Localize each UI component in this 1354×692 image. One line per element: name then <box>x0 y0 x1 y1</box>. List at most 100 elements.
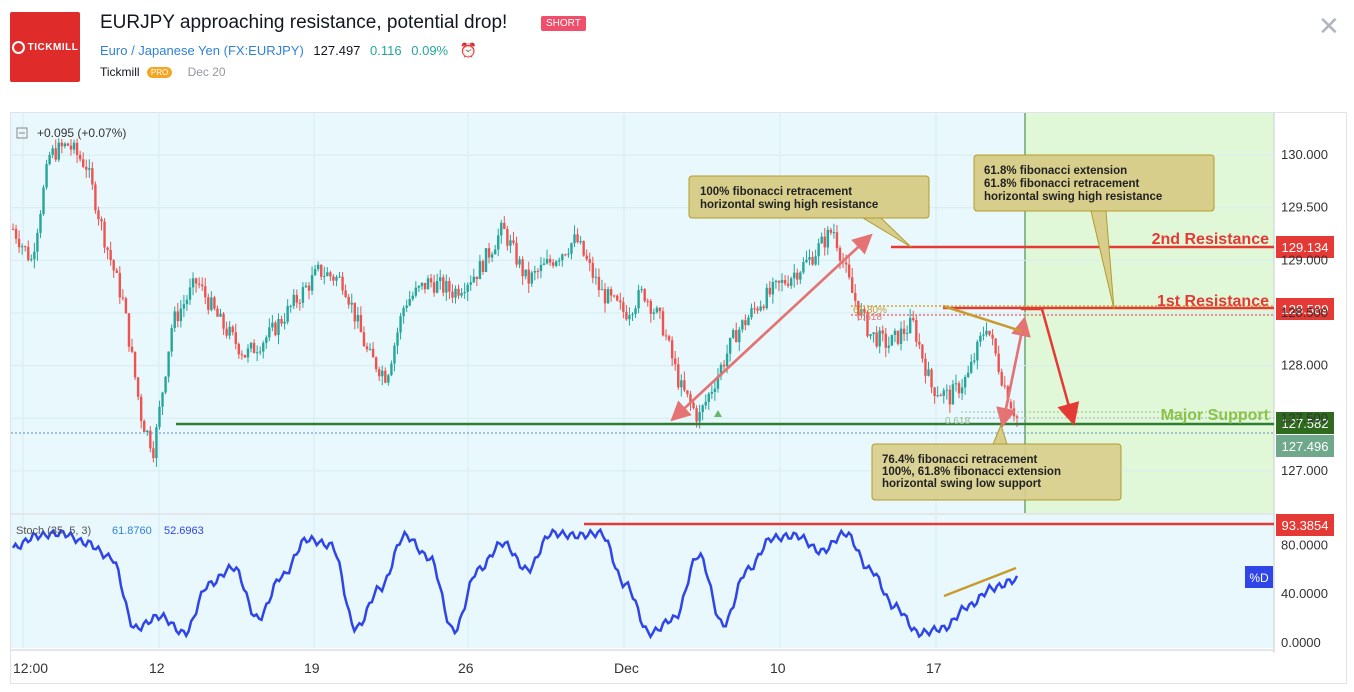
candle-body <box>219 313 222 317</box>
candle-body <box>417 286 421 288</box>
candle-body <box>622 302 625 312</box>
candle-body <box>396 332 399 346</box>
candle-body <box>356 314 360 322</box>
candle-body <box>616 295 619 301</box>
candle-body <box>521 259 524 277</box>
candle-body <box>381 370 384 377</box>
candle-body <box>277 319 280 336</box>
candle-body <box>365 346 369 350</box>
candle-body <box>811 257 814 265</box>
callout-fib-76[interactable] <box>871 443 1122 501</box>
candle-body <box>289 305 292 307</box>
candle-body <box>191 278 195 288</box>
candle-body <box>863 308 866 313</box>
candle-body <box>295 294 299 303</box>
candle-body <box>506 229 509 246</box>
candle-body <box>414 287 418 296</box>
candle-body <box>545 258 549 264</box>
author-name[interactable]: Tickmill <box>100 65 140 79</box>
candle-body <box>481 261 485 272</box>
time-axis-tick: 17 <box>926 660 942 676</box>
candle-body <box>39 214 42 233</box>
candle-body <box>689 394 692 403</box>
candle-body <box>591 262 595 278</box>
candle-body <box>896 330 900 344</box>
candle-body <box>902 328 906 334</box>
symbol-link[interactable]: Euro / Japanese Yen (FX:EURJPY) <box>100 43 304 58</box>
candle-body <box>585 255 588 260</box>
candle-body <box>286 305 289 322</box>
candle-body <box>716 375 720 389</box>
candle-body <box>207 297 210 310</box>
candle-body <box>72 142 76 150</box>
price-axis-tick: 129.500 <box>1281 200 1328 215</box>
alarm-clock-icon[interactable]: ⏰ <box>459 42 478 58</box>
price-axis-tick: 129.000 <box>1281 252 1328 267</box>
candle-body <box>579 240 582 243</box>
candle-body <box>11 228 15 230</box>
candle-body <box>237 343 241 355</box>
candle-body <box>860 308 863 316</box>
candle-body <box>313 269 317 276</box>
candle-body <box>280 319 283 324</box>
candle-body <box>490 254 494 258</box>
candle-body <box>692 402 695 409</box>
idea-title: EURJPY approaching resistance, potential… <box>100 12 508 33</box>
trend-line-gold <box>942 304 1022 333</box>
candle-body <box>835 232 839 249</box>
candle-body <box>115 270 118 273</box>
candle-body <box>143 420 146 433</box>
candle-body <box>985 330 988 335</box>
price-axis-tick: 127.000 <box>1281 463 1328 478</box>
candle-body <box>384 370 387 383</box>
short-badge: SHORT <box>541 16 586 31</box>
candle-body <box>966 372 970 378</box>
close-icon[interactable]: ✕ <box>1318 11 1340 41</box>
stoch-d-badge <box>1245 566 1273 588</box>
projected-drop-arrow <box>1021 307 1080 426</box>
candle-body <box>503 222 506 230</box>
candle-body <box>808 257 811 260</box>
chart-container[interactable]: 61.80% 0.618 0.618 100% fibonacci retrac… <box>10 112 1347 684</box>
candle-body <box>921 344 924 359</box>
candle-body <box>197 283 201 285</box>
candle-body <box>359 314 363 333</box>
candle-body <box>262 342 265 352</box>
candle-body <box>680 380 683 388</box>
candle-body <box>60 142 64 147</box>
candle-body <box>17 238 21 248</box>
candle-body <box>307 285 311 291</box>
candle-body <box>527 269 530 284</box>
badge-127582-text: 127.582 <box>1282 416 1329 431</box>
candle-body <box>335 277 338 281</box>
callout-fib-ext[interactable] <box>973 154 1215 212</box>
chart-svg[interactable]: 61.80% 0.618 0.618 100% fibonacci retrac… <box>11 113 1346 683</box>
candle-body <box>204 286 207 298</box>
candle-body <box>188 287 192 300</box>
candle-body <box>57 142 60 160</box>
candle-body <box>161 392 164 407</box>
candle-body <box>213 297 216 309</box>
candle-body <box>246 348 250 358</box>
candle-body <box>756 308 759 311</box>
candle-body <box>939 395 942 397</box>
candle-body <box>78 154 82 160</box>
candle-body <box>518 259 521 265</box>
pro-badge: PRO <box>146 67 173 79</box>
badge-127496 <box>1276 435 1334 457</box>
candle-body <box>466 284 469 293</box>
candle-body <box>75 142 79 155</box>
candle-body <box>600 289 604 291</box>
candle-body <box>872 332 875 335</box>
fib-swing-down-arrow <box>670 236 870 422</box>
callout-fib-100[interactable] <box>688 175 930 219</box>
candle-body <box>368 348 372 350</box>
candle-body <box>429 278 433 283</box>
candle-body <box>698 412 701 422</box>
candle-body <box>674 358 677 365</box>
candle-body <box>435 281 439 293</box>
candle-body <box>139 396 143 421</box>
collapse-icon[interactable] <box>16 127 28 139</box>
candle-body <box>606 289 610 304</box>
candle-body <box>81 159 85 167</box>
